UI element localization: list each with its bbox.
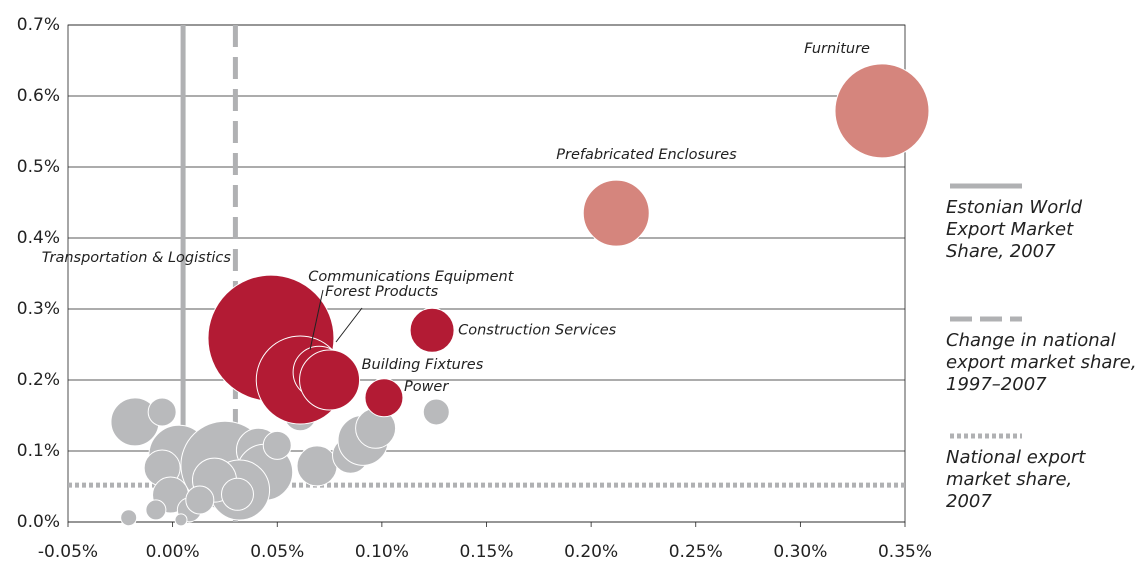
bubble-label: Furniture [804, 41, 870, 57]
bubble [582, 179, 650, 247]
bubble [174, 513, 188, 527]
y-tick-label: 0.4% [17, 228, 60, 248]
bubble [185, 485, 215, 515]
y-tick-label: 0.1% [17, 441, 60, 461]
legend-swatch [950, 316, 1022, 322]
x-tick-label: 0.30% [773, 542, 827, 562]
bubble-label: Building Fixtures [362, 357, 484, 373]
y-tick-label: 0.0% [17, 512, 60, 532]
x-tick-label: 0.20% [564, 542, 618, 562]
bubble [364, 378, 404, 418]
bubble [145, 499, 167, 521]
legend-swatch [950, 183, 1022, 189]
y-tick-label: 0.7% [17, 15, 60, 35]
bubble [147, 397, 177, 427]
x-tick-label: 0.10% [355, 542, 409, 562]
bubble [299, 349, 361, 411]
x-tick-label: 0.05% [250, 542, 304, 562]
legend-swatch [950, 433, 1022, 439]
bubble [220, 477, 254, 511]
bubble-label: Construction Services [458, 322, 617, 338]
bubble [296, 445, 338, 487]
bubble [409, 307, 455, 353]
bubble-label: Power [404, 379, 449, 395]
bubble-label: Forest Products [325, 284, 439, 300]
bubble [120, 509, 138, 527]
bubble [834, 63, 930, 159]
legend-item: Estonian World Export Market Share, 2007 [946, 183, 1096, 263]
x-tick-label: -0.05% [38, 542, 98, 562]
y-tick-label: 0.2% [17, 370, 60, 390]
legend-item: National export market share, 2007 [946, 433, 1096, 513]
bubble [422, 398, 450, 426]
y-tick-label: 0.3% [17, 299, 60, 319]
leader-line [309, 289, 324, 351]
legend-label: National export market share, 2007 [946, 447, 1086, 512]
bubble-label: Transportation & Logistics [42, 250, 232, 266]
x-tick-label: 0.35% [878, 542, 932, 562]
legend-label: Estonian World Export Market Share, 2007 [946, 197, 1083, 262]
leader-line [335, 307, 363, 343]
legend-label: Change in national export market share, … [946, 330, 1137, 395]
y-tick-label: 0.5% [17, 157, 60, 177]
y-tick-label: 0.6% [17, 86, 60, 106]
bubble-label: Prefabricated Enclosures [556, 147, 737, 163]
x-tick-label: 0.25% [669, 542, 723, 562]
plot-frame [67, 24, 906, 523]
x-tick-label: 0.00% [146, 542, 200, 562]
x-tick-label: 0.15% [459, 542, 513, 562]
bubble-label: Communications Equipment [308, 269, 514, 285]
bubble [262, 430, 292, 460]
legend-item: Change in national export market share, … [946, 316, 1146, 396]
